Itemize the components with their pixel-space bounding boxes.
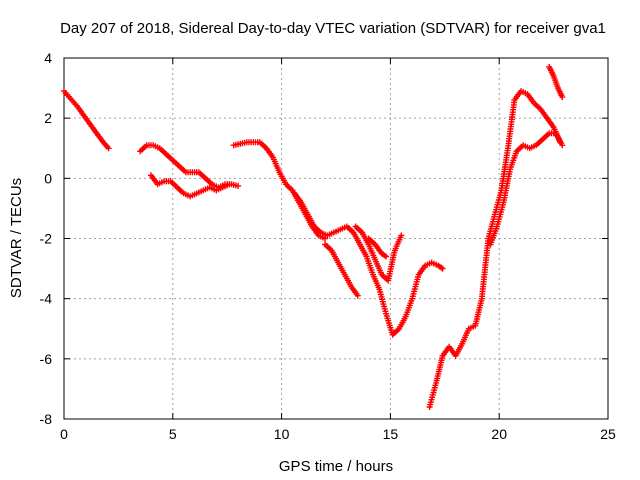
grid-lines [64,58,608,419]
series-6 [352,223,405,284]
x-axis-label: GPS time / hours [279,458,393,475]
plot-frame [63,57,609,420]
series-10 [546,64,566,101]
series-1 [137,142,242,191]
x-tick-label: 0 [60,426,68,442]
y-tick-label: -8 [40,411,53,427]
y-tick-label: 4 [44,50,52,66]
y-tick-label: -4 [40,291,53,307]
y-tick-label: -6 [40,351,53,367]
x-tick-label: 20 [491,426,507,442]
series-0 [61,88,112,152]
series-7 [365,235,389,260]
x-tick-label: 25 [600,426,616,442]
y-axis-label: SDTVAR / TECUs [8,178,25,298]
data-point [559,142,566,149]
chart-title: Day 207 of 2018, Sidereal Day-to-day VTE… [60,20,606,37]
data-point [398,232,405,239]
x-tick-label: 10 [274,426,290,442]
x-tick-label: 5 [169,426,177,442]
series-4 [291,190,446,338]
data-point [235,182,242,189]
data-series [61,64,566,410]
y-tick-label: 2 [44,110,52,126]
series-9 [487,130,566,248]
data-point [383,253,389,260]
y-tick-label: 0 [44,170,52,186]
data-point [105,145,112,152]
x-tick-label: 15 [383,426,399,442]
data-point [354,292,361,299]
y-tick-label: -2 [40,231,53,247]
series-5 [322,241,361,299]
data-point [226,181,233,188]
data-point [559,94,566,101]
axis-ticks: 0 5 10 15 20 25 -8 -6 -4 -2 0 2 4 [40,50,616,442]
series-2 [148,172,233,200]
data-point [439,265,446,272]
series-8 [426,88,564,410]
